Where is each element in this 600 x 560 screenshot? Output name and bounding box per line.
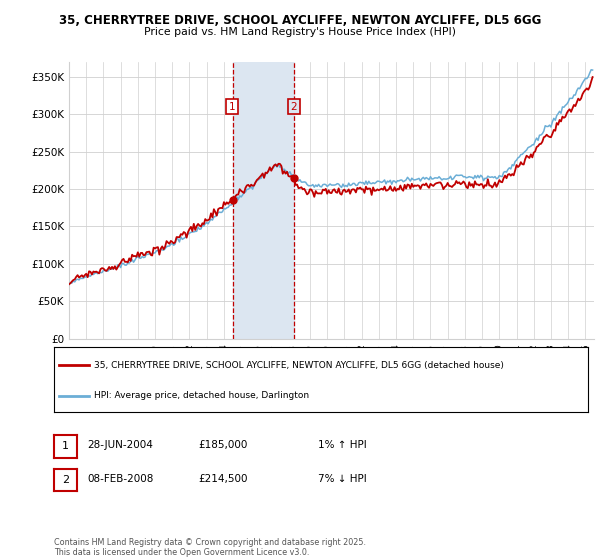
Text: 2: 2 [62, 475, 69, 485]
Text: 08-FEB-2008: 08-FEB-2008 [87, 474, 154, 484]
Text: HPI: Average price, detached house, Darlington: HPI: Average price, detached house, Darl… [94, 391, 309, 400]
Text: 35, CHERRYTREE DRIVE, SCHOOL AYCLIFFE, NEWTON AYCLIFFE, DL5 6GG: 35, CHERRYTREE DRIVE, SCHOOL AYCLIFFE, N… [59, 14, 541, 27]
Text: 28-JUN-2004: 28-JUN-2004 [87, 440, 153, 450]
Text: 2: 2 [290, 101, 297, 111]
Text: 35, CHERRYTREE DRIVE, SCHOOL AYCLIFFE, NEWTON AYCLIFFE, DL5 6GG (detached house): 35, CHERRYTREE DRIVE, SCHOOL AYCLIFFE, N… [94, 361, 504, 370]
Text: £185,000: £185,000 [198, 440, 247, 450]
Text: £214,500: £214,500 [198, 474, 247, 484]
Text: 1: 1 [62, 441, 69, 451]
Text: Price paid vs. HM Land Registry's House Price Index (HPI): Price paid vs. HM Land Registry's House … [144, 27, 456, 37]
Bar [233, 62, 295, 339]
Text: Contains HM Land Registry data © Crown copyright and database right 2025.
This d: Contains HM Land Registry data © Crown c… [54, 538, 366, 557]
Text: 1% ↑ HPI: 1% ↑ HPI [318, 440, 367, 450]
Text: 7% ↓ HPI: 7% ↓ HPI [318, 474, 367, 484]
Text: 1: 1 [229, 101, 235, 111]
